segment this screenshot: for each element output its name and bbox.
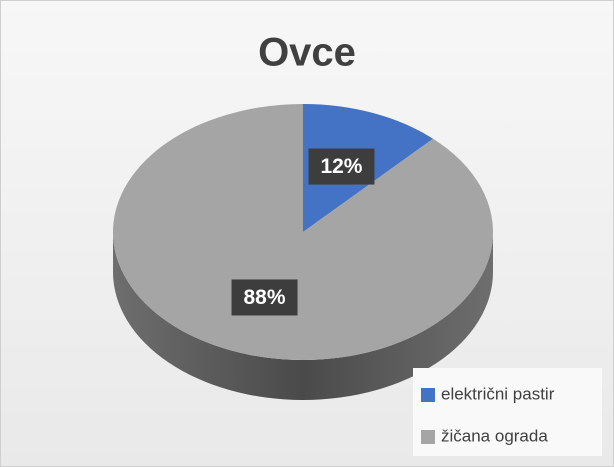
data-label-box <box>231 279 298 316</box>
legend-label: električni pastir <box>441 384 555 403</box>
pie-side <box>113 232 493 400</box>
data-label: 12% <box>320 155 362 178</box>
legend-swatch <box>421 388 435 402</box>
pie: 12% 88% <box>113 104 494 400</box>
legend <box>413 368 602 456</box>
legend-label: žičana ograda <box>441 426 548 445</box>
pie-slice <box>113 104 494 360</box>
data-label: 88% <box>244 286 286 309</box>
legend-swatch <box>421 430 435 444</box>
data-label-box <box>308 148 375 185</box>
chart-title: Ovce <box>258 31 356 75</box>
legend-items: električni pastir žičana ograda <box>421 384 555 445</box>
